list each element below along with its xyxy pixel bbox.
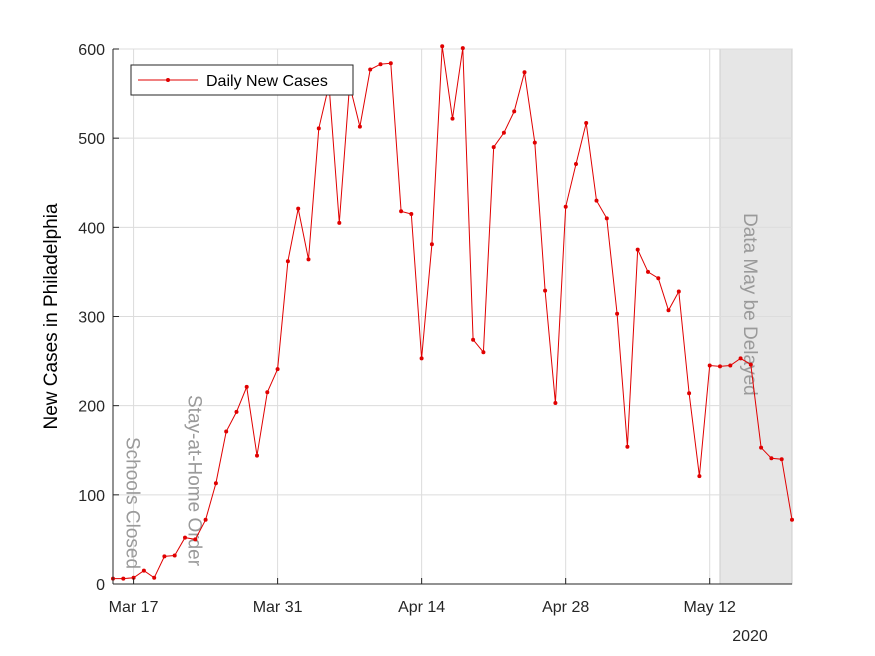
data-point <box>666 308 671 313</box>
data-point <box>306 257 311 262</box>
data-point <box>357 124 362 129</box>
y-tick-label: 400 <box>78 220 105 237</box>
annotation-label: Schools Closed <box>122 437 143 569</box>
data-point <box>409 212 414 216</box>
data-point <box>728 363 733 368</box>
data-point <box>121 576 126 581</box>
data-point <box>172 553 177 558</box>
data-point <box>687 391 692 396</box>
data-point <box>769 456 774 461</box>
data-point <box>779 457 784 462</box>
data-point <box>296 206 301 211</box>
data-point <box>491 145 496 150</box>
data-point <box>450 116 455 121</box>
data-point <box>481 350 486 355</box>
y-axis-title: New Cases in Philadelphia <box>41 203 62 429</box>
data-point <box>234 409 239 414</box>
data-point <box>368 67 373 72</box>
data-point <box>399 209 404 214</box>
data-point <box>440 44 445 49</box>
data-point <box>512 109 517 114</box>
data-point <box>615 311 620 316</box>
data-point <box>388 61 393 66</box>
data-point <box>604 216 609 221</box>
data-point <box>501 130 506 135</box>
y-tick-label: 500 <box>78 131 105 148</box>
data-point <box>543 288 548 293</box>
data-point <box>131 575 136 580</box>
data-point <box>646 269 650 274</box>
data-point <box>738 356 743 361</box>
series-line <box>113 46 793 580</box>
data-point <box>522 70 527 75</box>
y-tick-label: 300 <box>78 310 105 327</box>
data-point <box>790 517 794 522</box>
data-point <box>718 364 722 369</box>
data-point <box>574 162 578 166</box>
data-point <box>429 242 434 247</box>
y-tick-label: 100 <box>78 488 105 505</box>
x-tick-label: Mar 31 <box>253 599 303 616</box>
data-point <box>265 390 270 395</box>
data-point <box>285 259 290 264</box>
x-year-label: 2020 <box>732 628 768 645</box>
y-tick-label: 0 <box>96 577 105 594</box>
x-tick-label: Apr 28 <box>542 599 589 616</box>
data-point <box>635 247 640 252</box>
data-point <box>152 575 157 580</box>
data-point <box>656 276 661 281</box>
x-tick-label: Mar 17 <box>109 599 159 616</box>
data-point <box>625 444 630 449</box>
data-point <box>460 46 465 51</box>
data-point <box>594 198 599 203</box>
x-tick-label: May 12 <box>683 599 736 616</box>
data-point <box>532 140 537 145</box>
data-point <box>183 535 187 540</box>
data-point <box>316 126 321 131</box>
data-point <box>676 289 681 294</box>
data-point <box>759 445 764 450</box>
data-point <box>141 568 146 573</box>
data-point <box>213 481 218 486</box>
legend-label: Daily New Cases <box>206 73 328 90</box>
annotation-label: Stay-at-Home Order <box>183 395 204 567</box>
y-tick-label: 200 <box>78 399 105 416</box>
data-point <box>337 220 342 225</box>
data-point <box>563 204 568 209</box>
data-point <box>584 121 589 125</box>
data-point <box>707 363 712 368</box>
data-point <box>378 62 383 67</box>
data-point <box>224 429 229 434</box>
annotation-label: Data May be Delayed <box>739 213 760 396</box>
data-point <box>203 517 208 522</box>
legend-marker <box>166 78 170 82</box>
data-point <box>244 384 249 389</box>
data-point <box>748 362 753 367</box>
x-tick-label: Apr 14 <box>398 599 445 616</box>
data-point <box>162 554 167 559</box>
data-point <box>553 401 558 405</box>
data-point <box>697 474 702 479</box>
data-point <box>193 537 198 542</box>
data-point <box>471 337 476 342</box>
data-point <box>255 453 259 458</box>
data-point <box>419 356 424 361</box>
data-point <box>275 367 280 372</box>
y-tick-label: 600 <box>78 42 105 59</box>
